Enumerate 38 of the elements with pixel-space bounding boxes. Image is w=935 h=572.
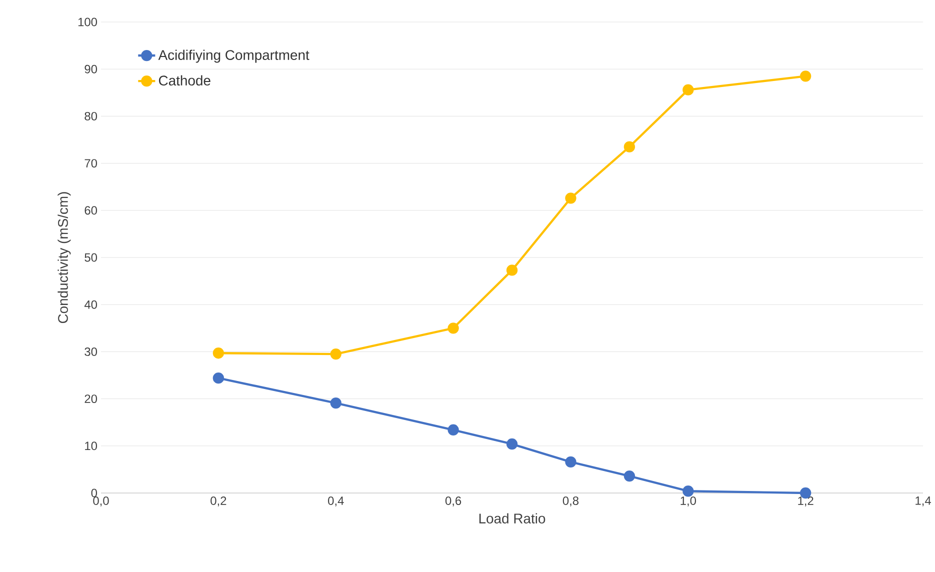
point — [800, 70, 812, 82]
point — [682, 84, 694, 96]
point — [506, 264, 518, 276]
y-tick-label: 0 — [91, 488, 98, 498]
x-tick-label: 0,2 — [210, 496, 226, 506]
y-tick-label: 30 — [84, 347, 98, 356]
point — [565, 456, 576, 468]
y-tick-label: 50 — [84, 253, 98, 262]
x-tick-label: 0,6 — [445, 496, 462, 506]
legend-label: Cathode — [158, 75, 210, 86]
y-tick-label: 60 — [84, 206, 98, 215]
x-tick-label: 0,8 — [562, 496, 579, 506]
point — [448, 322, 459, 334]
y-tick-label: 20 — [84, 394, 98, 404]
x-tick-label: 1,2 — [798, 496, 814, 506]
point — [212, 372, 224, 384]
point — [448, 424, 459, 436]
y-tick-label: 90 — [84, 64, 98, 74]
x-axis-title: Load Ratio — [479, 513, 546, 524]
point — [624, 141, 636, 152]
y-axis-title: Conductivity (mS/cm) — [58, 192, 71, 324]
x-tick-label: 1,0 — [680, 496, 696, 506]
x-tick-label: 0,4 — [328, 496, 344, 506]
x-tick-label: 1,4 — [916, 496, 931, 506]
point — [330, 348, 342, 360]
point — [506, 438, 518, 450]
y-tick-label: 10 — [85, 442, 98, 450]
y-tick-label: 80 — [84, 112, 98, 120]
y-tick-label: 100 — [78, 18, 98, 26]
legend-label: Acidifiying Compartment — [158, 50, 310, 63]
x-tick-label: 0,0 — [93, 496, 109, 506]
y-tick-label: 40 — [84, 300, 98, 309]
point — [682, 486, 694, 497]
point — [330, 397, 342, 409]
point — [624, 470, 636, 482]
y-tick-label: 70 — [84, 159, 98, 168]
point — [212, 348, 224, 359]
point — [565, 192, 576, 204]
